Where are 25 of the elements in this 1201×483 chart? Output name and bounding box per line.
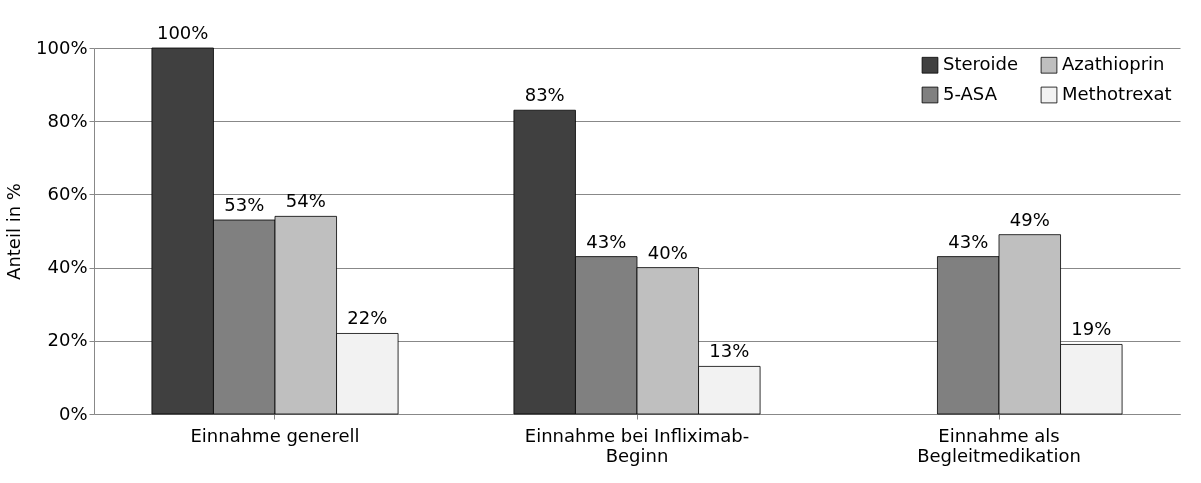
x-tick-label: Einnahme generell (190, 424, 360, 446)
y-tick-label: 0% (58, 402, 88, 424)
y-tick-label: 100% (36, 36, 88, 58)
y-axis-title: Anteil in % (3, 183, 25, 280)
x-tick-label: Einnahme bei Infliximab-Beginn (524, 424, 750, 466)
data-label: 13% (709, 340, 750, 362)
data-label: 43% (948, 230, 989, 252)
data-label: 100% (156, 22, 209, 43)
y-tick-label: 20% (47, 329, 88, 351)
y-tick-label: 60% (47, 182, 88, 204)
legend-label: Azathioprin (1062, 53, 1165, 75)
legend-label: 5-ASA (943, 83, 998, 104)
data-label: 19% (1071, 318, 1112, 340)
data-label: 49% (1009, 208, 1050, 230)
data-label: 22% (347, 307, 388, 329)
data-label: 53% (224, 194, 265, 216)
y-tick-label: 80% (47, 109, 88, 131)
legend-label: Steroide (943, 53, 1019, 75)
legend-label: Methotrexat (1062, 83, 1172, 104)
x-tick-label: Einnahme als Begleitmedikation (917, 424, 1081, 466)
data-label: 54% (285, 190, 326, 212)
data-label: 83% (524, 84, 565, 106)
data-label: 40% (647, 241, 688, 263)
y-tick-label: 40% (47, 256, 88, 278)
data-label: 43% (586, 230, 627, 252)
